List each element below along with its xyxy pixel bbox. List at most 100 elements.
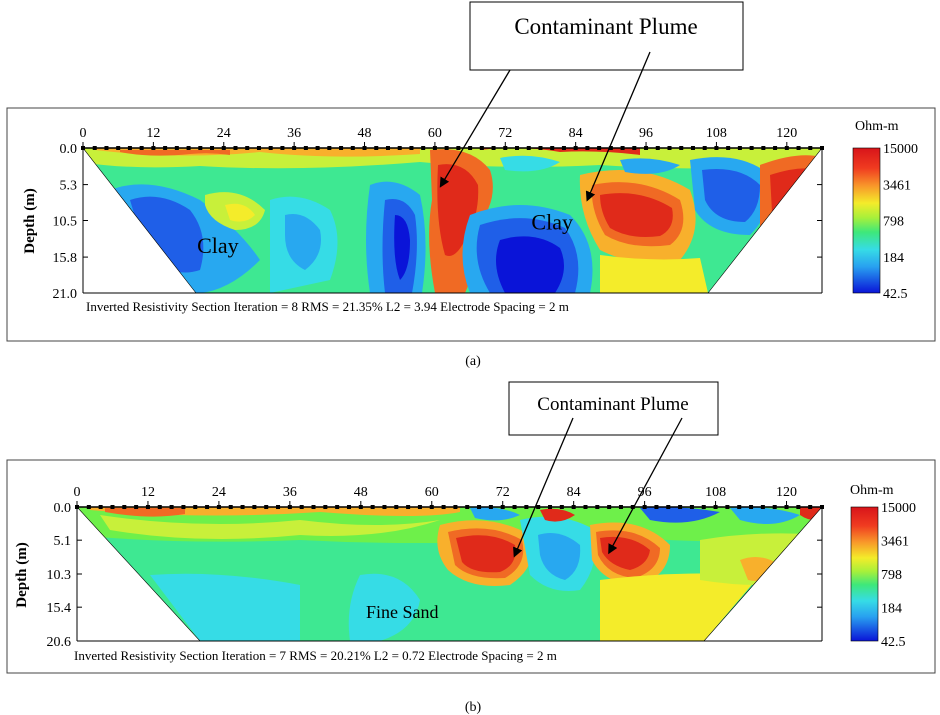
colorbar-tick-label: 3461 — [881, 535, 909, 550]
panel-b-callout: Contaminant Plume — [508, 381, 719, 558]
electrode-marker — [620, 146, 625, 150]
x-tick-label: 60 — [425, 485, 439, 500]
x-tick-label: 0 — [74, 485, 81, 500]
electrode-marker — [608, 146, 613, 150]
electrode-marker — [690, 146, 695, 150]
electrode-marker — [116, 146, 121, 150]
electrode-marker — [339, 146, 344, 150]
x-tick-label: 36 — [283, 485, 297, 500]
colorbar-tick-label: 184 — [883, 251, 904, 266]
colorbar-tick-label: 15000 — [881, 501, 916, 516]
electrode-marker — [808, 505, 813, 509]
electrode-marker — [702, 146, 707, 150]
electrode-marker — [512, 505, 517, 509]
electrode-marker — [465, 505, 470, 509]
electrode-marker — [122, 505, 127, 509]
electrode-marker — [773, 146, 778, 150]
electrode-marker — [315, 146, 320, 150]
panel-a-footer: Inverted Resistivity Section Iteration =… — [86, 299, 569, 314]
panel-b-colorbar-title: Ohm-m — [850, 483, 894, 498]
electrode-marker — [737, 146, 742, 150]
colorbar-tick-label: 42.5 — [881, 635, 906, 650]
electrode-marker — [193, 505, 198, 509]
electrode-marker — [299, 505, 304, 509]
electrode-marker — [749, 146, 754, 150]
depth-tick-label: 15.4 — [47, 601, 72, 616]
electrode-marker — [655, 146, 660, 150]
electrode-marker — [417, 505, 422, 509]
electrode-marker — [233, 146, 238, 150]
panel-a-ylabel: Depth (m) — [22, 188, 38, 253]
electrode-marker — [561, 146, 566, 150]
x-tick-label: 12 — [141, 485, 155, 500]
electrode-marker — [538, 146, 543, 150]
electrode-marker — [453, 505, 458, 509]
electrode-marker — [346, 505, 351, 509]
electrode-marker — [139, 146, 144, 150]
electrode-marker — [397, 146, 402, 150]
electrode-marker — [618, 505, 623, 509]
depth-tick-label: 15.8 — [53, 251, 78, 266]
electrode-marker — [559, 505, 564, 509]
electrode-marker — [205, 505, 210, 509]
colorbar-tick-label: 15000 — [883, 142, 918, 157]
panel-b-callout-arrows — [513, 417, 683, 558]
electrode-marker — [488, 505, 493, 509]
electrode-marker — [749, 505, 754, 509]
x-tick-label: 48 — [358, 126, 372, 141]
electrode-marker — [421, 146, 426, 150]
x-tick-label: 12 — [146, 126, 160, 141]
electrode-marker — [240, 505, 245, 509]
electrode-marker — [595, 505, 600, 509]
colorbar-tick-label: 42.5 — [883, 287, 908, 302]
electrode-marker — [550, 146, 555, 150]
electrode-marker — [406, 505, 411, 509]
electrode-marker — [808, 146, 813, 150]
panel-b: 0 12 24 36 48 60 72 84 96 108 120 0.0 5.1 10.3 15.4 20… — [6, 459, 936, 715]
panel-a-callout-text: Contaminant Plume — [514, 14, 697, 39]
panel-b-label: (b) — [465, 700, 482, 715]
electrode-marker — [264, 505, 269, 509]
panel-b-callout-text: Contaminant Plume — [537, 394, 688, 415]
electrode-marker — [409, 146, 414, 150]
electrode-marker — [548, 505, 553, 509]
electrode-marker — [382, 505, 387, 509]
electrode-marker — [583, 505, 588, 509]
electrode-marker — [327, 146, 332, 150]
electrode-marker — [174, 146, 179, 150]
electrode-marker — [796, 505, 801, 509]
x-tick-label: 120 — [776, 126, 797, 141]
panel-a-label: (a) — [465, 354, 481, 369]
electrode-marker — [679, 146, 684, 150]
panel-a: 0 12 24 36 48 60 72 84 96 108 120 0.0 5.3 10.5 15.8 21… — [6, 107, 936, 369]
electrode-marker — [607, 505, 612, 509]
colorbar-tick-label: 798 — [881, 568, 902, 583]
electrode-marker — [796, 146, 801, 150]
electrode-marker — [678, 505, 683, 509]
electrode-marker — [276, 505, 281, 509]
depth-tick-label: 20.6 — [47, 635, 72, 650]
colorbar-tick-label: 798 — [883, 215, 904, 230]
panel-b-colorbar-ticks: 15000 3461 798 184 42.5 — [881, 501, 916, 650]
electrode-marker — [110, 505, 115, 509]
electrode-marker — [280, 146, 285, 150]
x-tick-label: 96 — [639, 126, 653, 141]
colorbar-tick-label: 3461 — [883, 178, 911, 193]
electrode-marker — [526, 146, 531, 150]
panel-b-footer: Inverted Resistivity Section Iteration =… — [74, 648, 557, 663]
panel-a-callout-box — [469, 1, 744, 71]
callout-arrow — [608, 417, 683, 555]
electrode-marker — [127, 146, 132, 150]
depth-tick-label: 5.3 — [60, 179, 78, 194]
x-tick-label: 84 — [569, 126, 583, 141]
electrode-marker — [444, 146, 449, 150]
electrode-marker — [198, 146, 203, 150]
electrode-marker — [323, 505, 328, 509]
electrode-marker — [350, 146, 355, 150]
electrode-marker — [456, 146, 461, 150]
electrode-marker — [210, 146, 215, 150]
x-tick-label: 72 — [496, 485, 510, 500]
electrode-marker — [92, 146, 97, 150]
electrode-marker — [761, 146, 766, 150]
